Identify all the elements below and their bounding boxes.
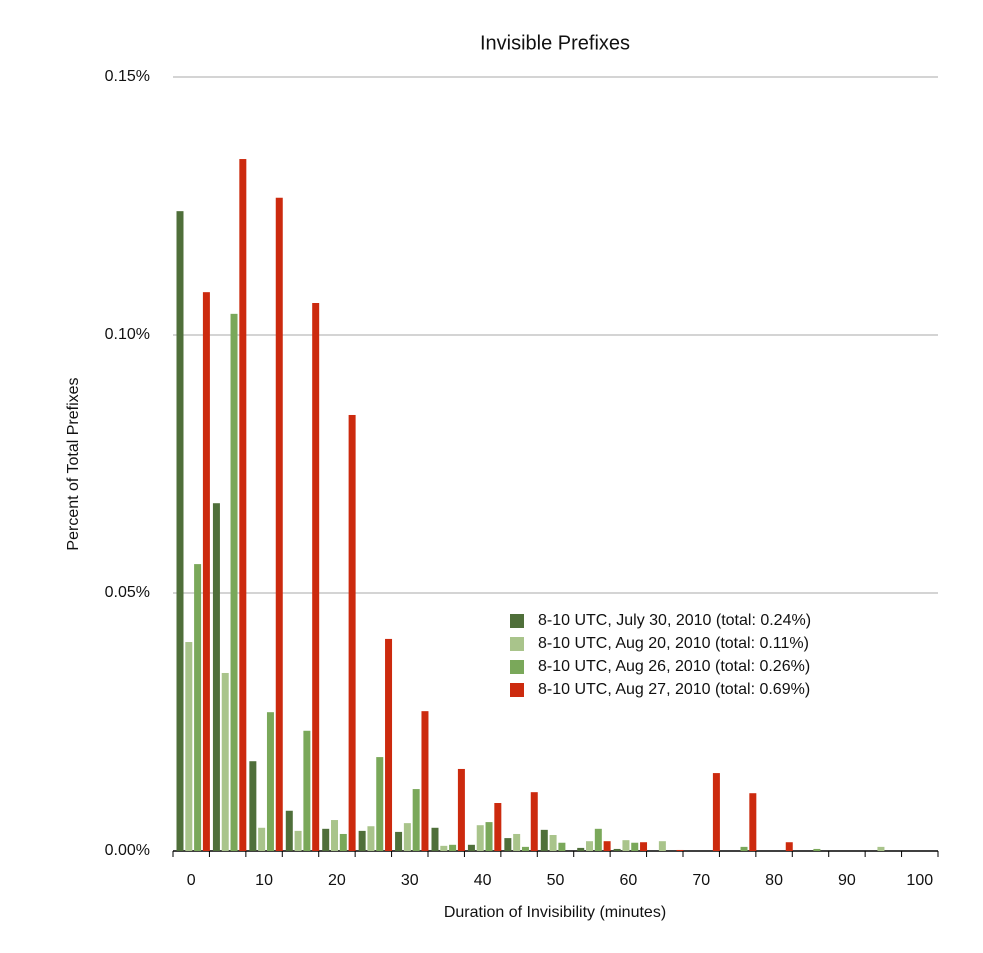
x-tick-label: 50 <box>547 872 565 889</box>
bar <box>376 757 384 851</box>
chart-title: Invisible Prefixes <box>480 32 630 54</box>
bar <box>185 642 193 851</box>
bar <box>312 303 320 851</box>
bar <box>813 848 821 851</box>
bar <box>266 712 274 851</box>
bar <box>513 833 521 851</box>
x-tick-label: 100 <box>906 872 933 889</box>
bar <box>395 831 403 851</box>
bar <box>194 564 202 851</box>
bar <box>558 842 566 851</box>
bar <box>412 789 420 851</box>
bar <box>457 768 465 851</box>
legend-label: 8-10 UTC, Aug 20, 2010 (total: 0.11%) <box>538 635 809 652</box>
bar <box>358 830 366 851</box>
bar <box>549 835 557 851</box>
x-tick-label: 30 <box>401 872 419 889</box>
legend-label: 8-10 UTC, Aug 26, 2010 (total: 0.26%) <box>538 658 810 675</box>
legend-label: 8-10 UTC, Aug 27, 2010 (total: 0.69%) <box>538 681 810 698</box>
bar <box>322 828 330 851</box>
bar <box>740 846 748 851</box>
legend-swatch <box>510 683 524 697</box>
bar <box>586 841 594 851</box>
bar <box>176 211 184 851</box>
bar <box>594 828 602 851</box>
bar <box>403 823 411 851</box>
bar <box>631 842 639 851</box>
bar <box>239 159 247 851</box>
bar <box>440 845 448 851</box>
bar <box>275 197 283 851</box>
bar <box>622 840 630 851</box>
bar <box>202 292 210 851</box>
bar <box>230 313 238 851</box>
bar <box>385 638 393 851</box>
legend-swatch <box>510 637 524 651</box>
bar <box>421 711 429 851</box>
x-tick-label: 40 <box>474 872 492 889</box>
bar <box>348 414 356 851</box>
x-tick-label: 10 <box>255 872 273 889</box>
bar <box>449 844 457 851</box>
bar <box>485 822 493 851</box>
bar <box>476 825 484 851</box>
bar <box>212 503 220 851</box>
bar <box>613 848 621 851</box>
y-tick-label: 0.05% <box>105 584 150 601</box>
bar <box>367 826 375 851</box>
bar <box>504 838 512 851</box>
bar <box>285 810 293 851</box>
x-tick-label: 60 <box>619 872 637 889</box>
legend-swatch <box>510 660 524 674</box>
bar <box>249 761 257 851</box>
bar <box>658 841 666 851</box>
bar <box>221 672 229 851</box>
bar <box>712 773 720 851</box>
x-tick-label: 20 <box>328 872 346 889</box>
bar <box>303 730 311 851</box>
bar <box>494 803 502 851</box>
bar <box>749 793 757 851</box>
legend-label: 8-10 UTC, July 30, 2010 (total: 0.24%) <box>538 612 811 629</box>
y-tick-label: 0.15% <box>105 68 150 85</box>
bar <box>577 847 585 851</box>
bar <box>603 841 611 851</box>
bar <box>530 792 538 851</box>
bar <box>521 846 529 851</box>
bar <box>676 849 684 851</box>
x-tick-label: 70 <box>692 872 710 889</box>
y-tick-label: 0.00% <box>105 842 150 859</box>
bar <box>294 830 302 851</box>
bar <box>540 829 548 851</box>
x-axis-title: Duration of Invisibility (minutes) <box>444 904 666 921</box>
x-tick-label: 90 <box>838 872 856 889</box>
bar <box>331 820 339 851</box>
legend-swatch <box>510 614 524 628</box>
x-tick-label: 0 <box>187 872 196 889</box>
bar <box>640 842 648 851</box>
bar <box>258 827 266 851</box>
bar <box>339 833 347 851</box>
bar <box>877 846 885 851</box>
bar <box>467 844 475 851</box>
x-tick-label: 80 <box>765 872 783 889</box>
y-tick-label: 0.10% <box>105 326 150 343</box>
y-axis-title: Percent of Total Prefixes <box>65 377 82 550</box>
bar <box>785 842 793 851</box>
bar <box>431 827 439 851</box>
